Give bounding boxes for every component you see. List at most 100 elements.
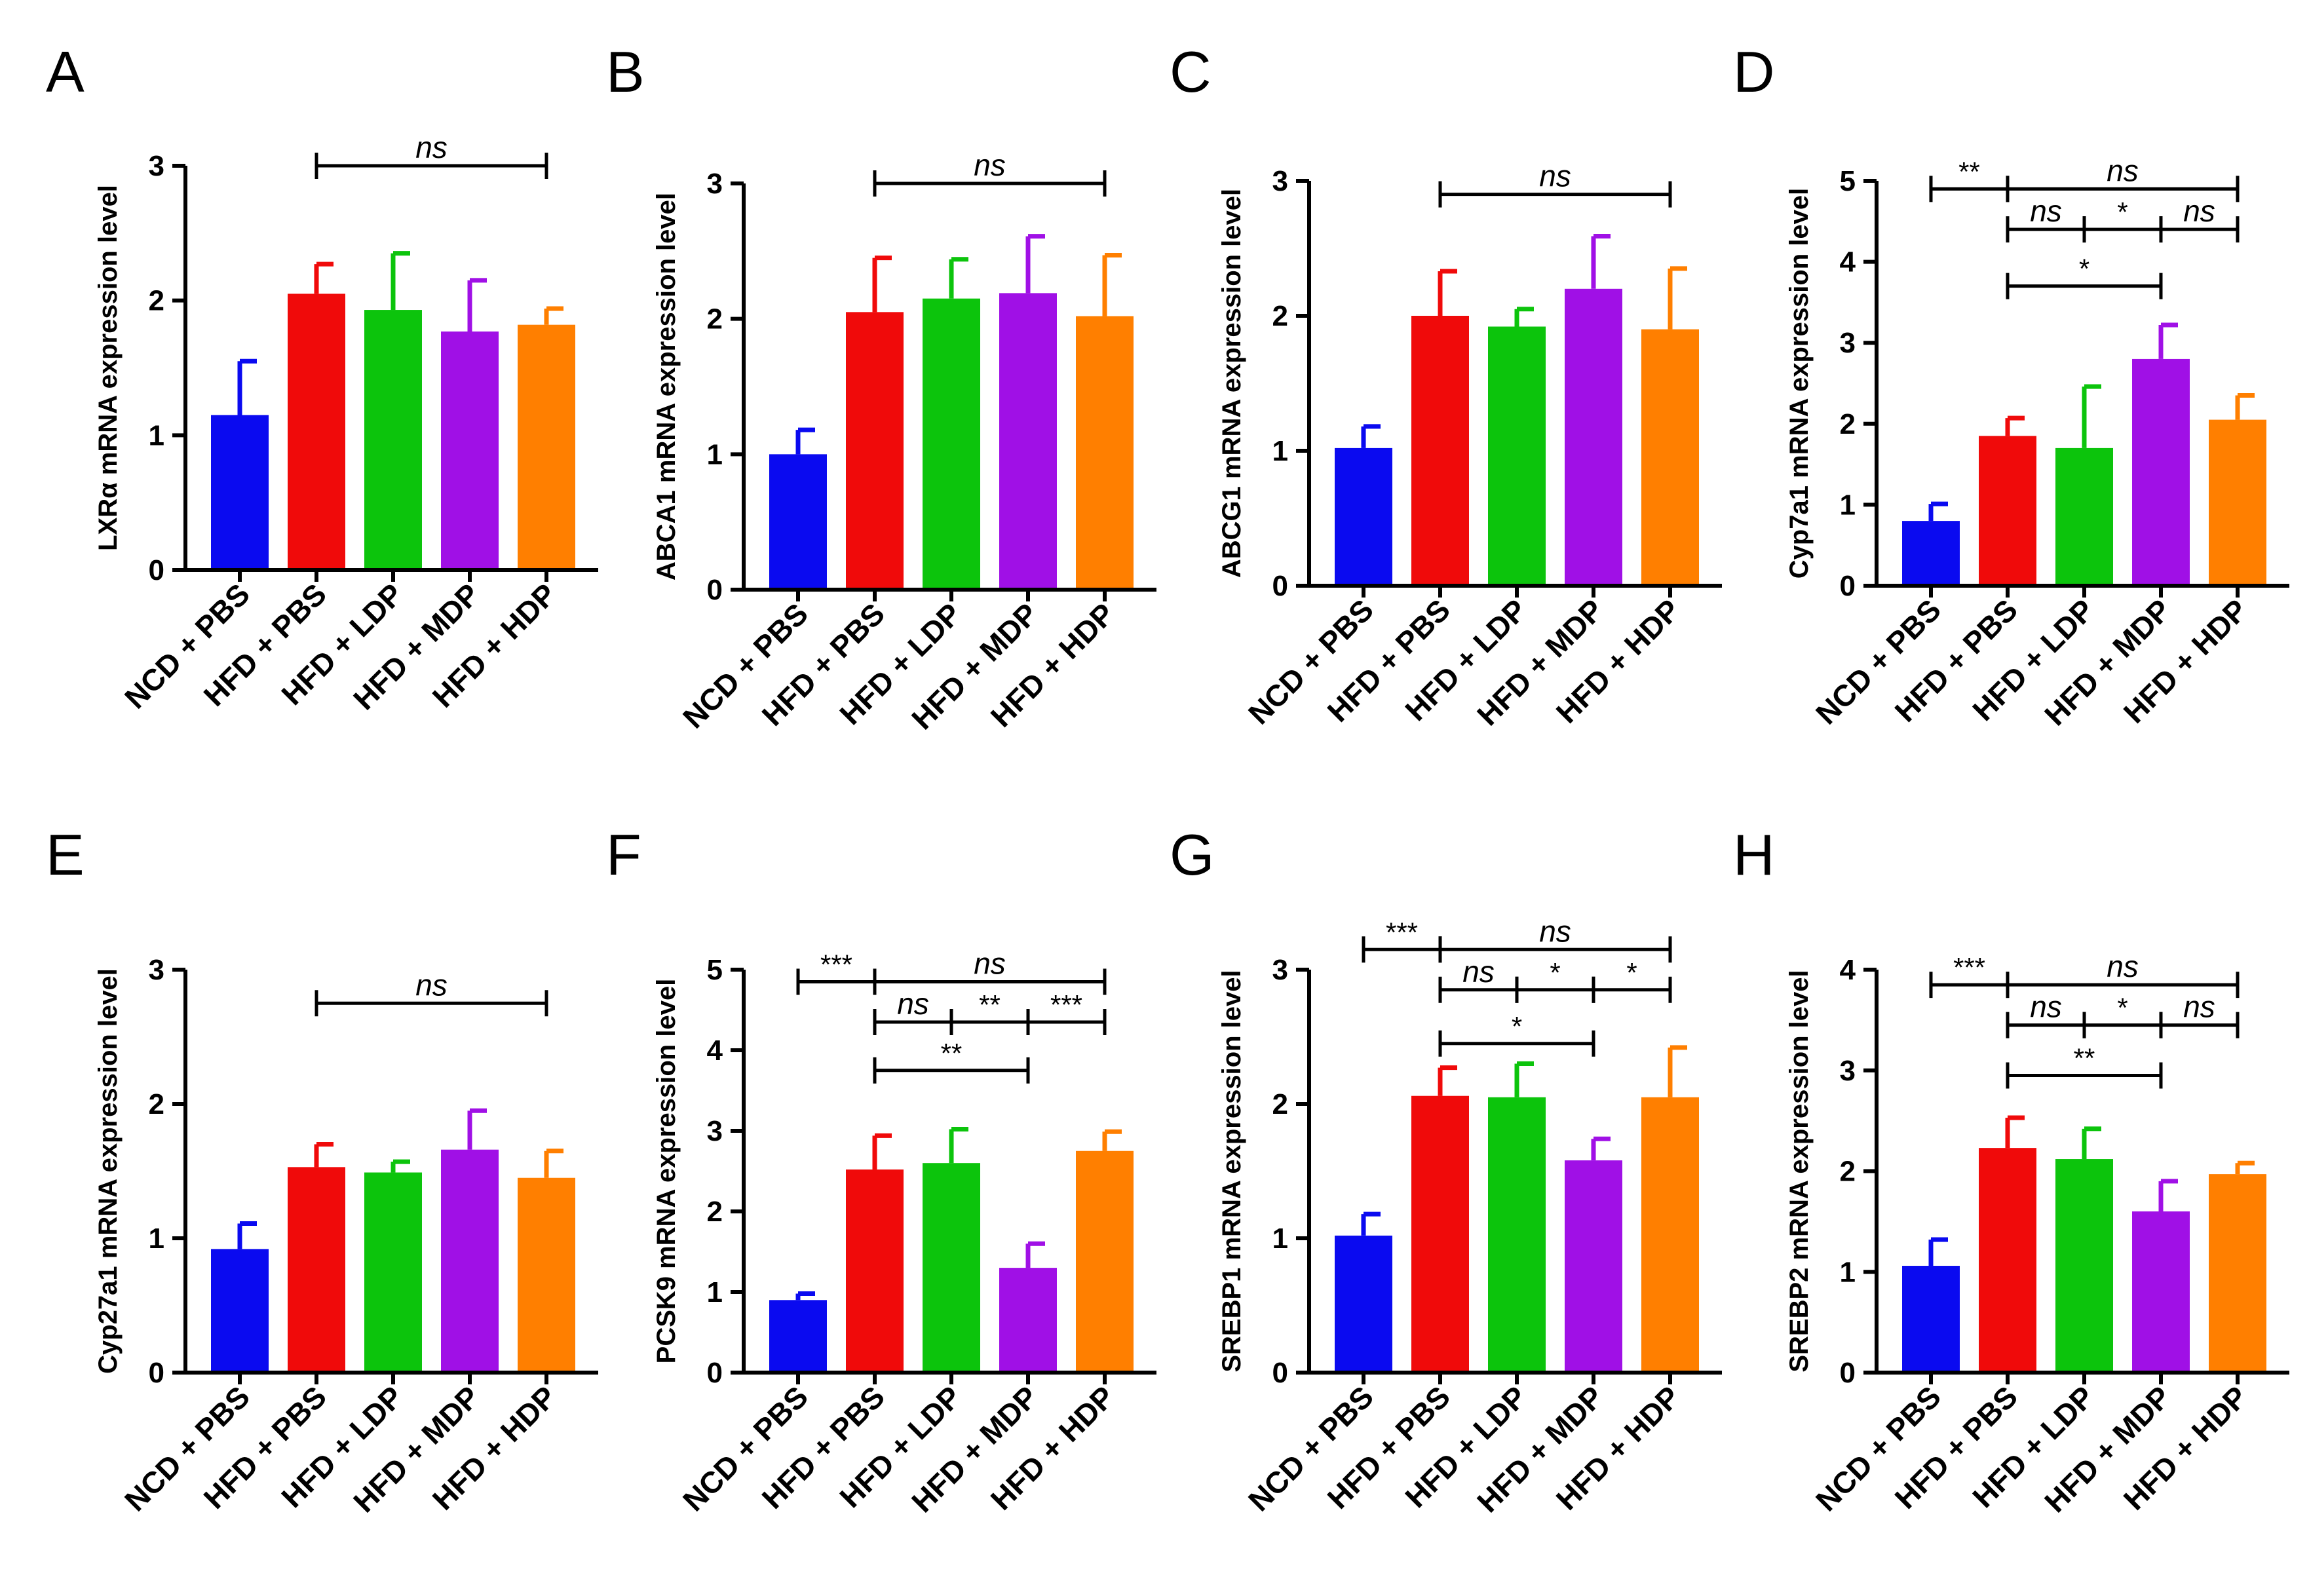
significance-label: ** xyxy=(979,989,1001,1020)
significance-bracket xyxy=(2159,1012,2240,1038)
panel-letter: H xyxy=(1733,822,1775,887)
bar xyxy=(1641,329,1699,586)
error-bar xyxy=(2158,1179,2178,1211)
error-bar xyxy=(1102,253,1122,316)
error-bar xyxy=(237,1221,257,1249)
error-bar xyxy=(467,278,487,332)
significance-bracket xyxy=(873,968,1107,995)
bar xyxy=(923,298,980,590)
y-axis-label: SREBP2 mRNA expression level xyxy=(1785,970,1814,1372)
bar xyxy=(1488,326,1546,586)
bar xyxy=(999,1268,1057,1373)
bar xyxy=(1565,288,1622,586)
error-bar xyxy=(1514,1061,1534,1097)
y-axis-label: PCSK9 mRNA expression level xyxy=(652,979,681,1364)
bar xyxy=(1335,1235,1392,1373)
y-tick-label: 1 xyxy=(149,419,164,451)
significance-bracket xyxy=(1026,1008,1107,1035)
significance-label: *** xyxy=(820,949,852,979)
bar xyxy=(288,294,345,570)
bar xyxy=(441,331,499,570)
y-tick-label: 1 xyxy=(707,438,723,470)
bar xyxy=(769,454,827,590)
error-bar xyxy=(872,1133,892,1170)
significance-label: ** xyxy=(1958,156,1980,187)
error-bar xyxy=(1591,1136,1611,1161)
error-bar xyxy=(2005,415,2025,436)
error-bar xyxy=(2158,322,2178,359)
bar xyxy=(211,1249,269,1373)
significance-label: *** xyxy=(1953,952,1985,983)
error-bar xyxy=(1361,424,1381,448)
bar xyxy=(2055,447,2113,586)
y-tick-label: 0 xyxy=(1272,1357,1288,1389)
bar xyxy=(518,324,575,570)
bar xyxy=(1565,1160,1622,1373)
y-tick-label: 1 xyxy=(1272,435,1288,467)
significance-bracket xyxy=(2006,273,2163,299)
error-bar xyxy=(1928,1237,1948,1266)
panel-letter: G xyxy=(1170,822,1214,887)
panel-letter: C xyxy=(1170,39,1212,104)
error-bar xyxy=(1025,234,1045,294)
error-bar xyxy=(795,1291,815,1301)
y-axis-label: ABCA1 mRNA expression level xyxy=(652,193,681,580)
bar xyxy=(769,1300,827,1373)
error-bar xyxy=(2005,1115,2025,1149)
y-tick-label: 3 xyxy=(1840,1055,1856,1087)
error-bar xyxy=(237,358,257,415)
significance-label: * xyxy=(2117,197,2128,227)
y-tick-label: 2 xyxy=(149,285,164,317)
y-tick-label: 3 xyxy=(707,1115,723,1147)
bar xyxy=(1411,316,1469,586)
y-tick-label: 1 xyxy=(1272,1223,1288,1255)
panel-letter: B xyxy=(606,39,645,104)
significance-label: *** xyxy=(1050,989,1082,1020)
bar xyxy=(364,310,422,570)
significance-label: * xyxy=(1512,1011,1522,1042)
bar xyxy=(2132,1211,2190,1373)
significance-label: * xyxy=(1626,957,1637,988)
error-bar xyxy=(1102,1129,1122,1151)
bar xyxy=(2209,419,2266,586)
significance-bracket xyxy=(2006,176,2240,202)
significance-bracket xyxy=(1592,976,1672,1003)
significance-label: ns xyxy=(1539,914,1571,948)
error-bar xyxy=(2235,1160,2255,1175)
y-tick-label: 2 xyxy=(1272,300,1288,332)
error-bar xyxy=(1668,1045,1687,1097)
error-bar xyxy=(1361,1211,1381,1236)
y-tick-label: 2 xyxy=(1840,408,1856,440)
error-bar xyxy=(467,1108,487,1150)
significance-label: ns xyxy=(415,130,448,164)
bar xyxy=(1979,1148,2036,1373)
y-tick-label: 3 xyxy=(149,954,164,986)
y-tick-label: 2 xyxy=(707,303,723,335)
significance-label: ns xyxy=(2030,990,2062,1024)
significance-label: ns xyxy=(974,946,1006,980)
bar xyxy=(2209,1174,2266,1373)
significance-label: ns xyxy=(2030,194,2062,228)
panel-letter: D xyxy=(1733,39,1775,104)
significance-label: ns xyxy=(1462,955,1495,989)
significance-bracket xyxy=(2006,1062,2163,1089)
bar xyxy=(211,415,269,570)
y-tick-label: 1 xyxy=(1840,1256,1856,1288)
y-tick-label: 0 xyxy=(1840,1357,1856,1389)
significance-bracket xyxy=(2159,216,2240,243)
bar xyxy=(999,293,1057,590)
error-bar xyxy=(314,1142,334,1168)
y-tick-label: 0 xyxy=(1272,570,1288,602)
error-bar xyxy=(1438,1065,1457,1096)
y-tick-label: 4 xyxy=(707,1035,723,1067)
error-bar xyxy=(1591,233,1611,289)
bar xyxy=(441,1149,499,1373)
bar xyxy=(923,1163,980,1373)
bar xyxy=(846,1169,904,1373)
y-tick-label: 0 xyxy=(149,1357,164,1389)
